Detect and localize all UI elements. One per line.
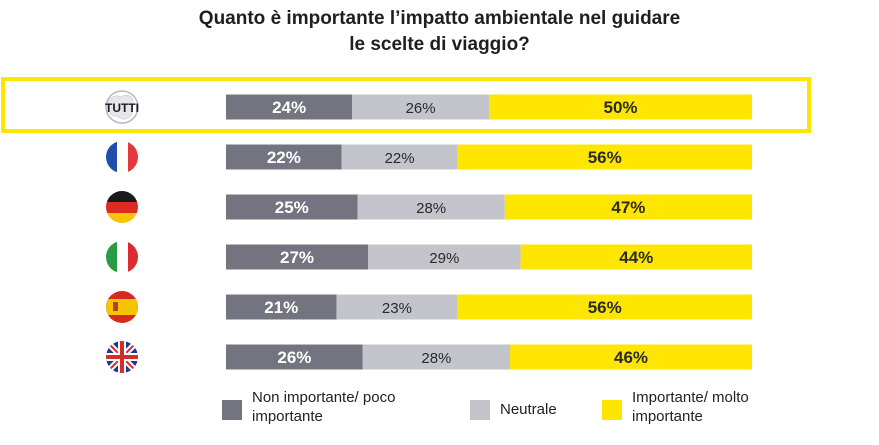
legend-swatch-neutral (470, 400, 490, 420)
legend-label-not-important-line-1: Non importante/ poco (252, 389, 396, 406)
bar-segment-neutral-4 (336, 294, 458, 320)
germany-flag-icon (106, 191, 138, 223)
bar-segment-neutral-2 (357, 194, 505, 220)
legend-label-neutral: Neutrale (500, 401, 557, 418)
data-label-neutral-2: 28% (416, 200, 446, 217)
bar-segment-neutral-5 (362, 344, 511, 370)
bars-group: 24% 26% 50% 22% 22% 56% 25% 28% 47% 27% 29% 44% 21% 2… (226, 94, 752, 370)
chart-title: Quanto è importante l’impatto ambientale… (0, 6, 879, 58)
data-label-important-0: 50% (603, 98, 637, 117)
france-flag-icon (106, 141, 138, 173)
data-label-neutral-1: 22% (385, 150, 415, 167)
europe-map-icon (105, 90, 139, 124)
data-label-neutral-0: 26% (406, 100, 436, 117)
bar-segment-important-5 (510, 344, 752, 370)
uk-flag-icon (106, 341, 138, 373)
bar-segment-important-1 (457, 144, 752, 170)
bar-segment-neutral-0 (352, 94, 489, 120)
data-label-important-4: 56% (588, 298, 622, 317)
bar-segment-not-important-3 (226, 244, 369, 270)
legend: Non importante/ poco importante Neutrale… (0, 388, 879, 438)
bar-segment-important-2 (504, 194, 752, 220)
data-label-not-important-3: 27% (280, 248, 314, 267)
data-label-neutral-3: 29% (429, 250, 459, 267)
data-label-neutral-4: 23% (382, 300, 412, 317)
legend-label-not-important-line-2: importante (252, 408, 323, 425)
legend-label-important-line-2: importante (632, 408, 703, 425)
legend-item-neutral: Neutrale (470, 388, 557, 420)
legend-swatch-important (602, 400, 622, 420)
bar-segment-not-important-1 (226, 144, 342, 170)
chart-title-line-1: Quanto è importante l’impatto ambientale… (198, 8, 681, 29)
spain-flag-icon (106, 291, 138, 323)
bar-segment-not-important-2 (226, 194, 358, 220)
italy-flag-icon (106, 241, 138, 273)
legend-label-not-important: Non importante/ poco importante (252, 388, 395, 426)
bar-segment-important-3 (520, 244, 752, 270)
bar-segment-neutral-1 (341, 144, 458, 170)
data-label-not-important-2: 25% (275, 198, 309, 217)
legend-label-important-line-1: Importante/ molto (632, 389, 749, 406)
bar-segment-not-important-0 (226, 94, 353, 120)
bar-segment-not-important-5 (226, 344, 363, 370)
data-label-important-5: 46% (614, 348, 648, 367)
data-label-not-important-4: 21% (264, 298, 298, 317)
bar-segment-not-important-4 (226, 294, 337, 320)
bar-segment-important-0 (489, 94, 752, 120)
legend-item-not-important: Non importante/ poco importante (222, 388, 395, 426)
data-label-important-3: 44% (619, 248, 653, 267)
legend-item-important: Importante/ molto importante (602, 388, 749, 426)
data-label-not-important-5: 26% (277, 348, 311, 367)
chart-title-line-2: le scelte di viaggio? (349, 34, 530, 55)
data-label-not-important-1: 22% (267, 148, 301, 167)
data-label-not-important-0: 24% (272, 98, 306, 117)
legend-swatch-not-important (222, 400, 242, 420)
legend-label-important: Importante/ molto importante (632, 388, 749, 426)
highlight-frame (1, 77, 811, 133)
bar-segment-neutral-3 (368, 244, 521, 270)
data-label-neutral-5: 28% (421, 350, 451, 367)
data-label-important-1: 56% (588, 148, 622, 167)
category-label-tutti: TUTTI (105, 101, 139, 115)
data-label-important-2: 47% (611, 198, 645, 217)
bar-segment-important-4 (457, 294, 752, 320)
